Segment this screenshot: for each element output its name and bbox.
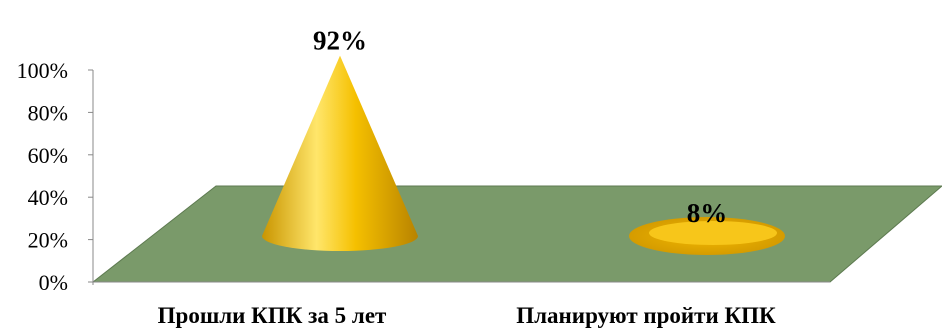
cone-body bbox=[262, 55, 418, 252]
y-tick-label: 80% bbox=[28, 100, 68, 125]
category-label: Планируют пройти КПК bbox=[516, 303, 776, 328]
category-label: Прошли КПК за 5 лет bbox=[158, 303, 387, 328]
data-label: 92% bbox=[313, 26, 367, 56]
cone-bar bbox=[629, 217, 785, 255]
y-tick-label: 0% bbox=[39, 270, 68, 295]
chart-floor bbox=[91, 185, 942, 283]
data-label: 8% bbox=[687, 198, 728, 228]
y-tick-label: 60% bbox=[28, 143, 68, 168]
y-tick-label: 40% bbox=[28, 185, 68, 210]
y-tick-label: 20% bbox=[28, 228, 68, 253]
cone-bar bbox=[262, 55, 418, 252]
cone-top bbox=[649, 221, 777, 245]
y-tick-label: 100% bbox=[17, 58, 68, 83]
